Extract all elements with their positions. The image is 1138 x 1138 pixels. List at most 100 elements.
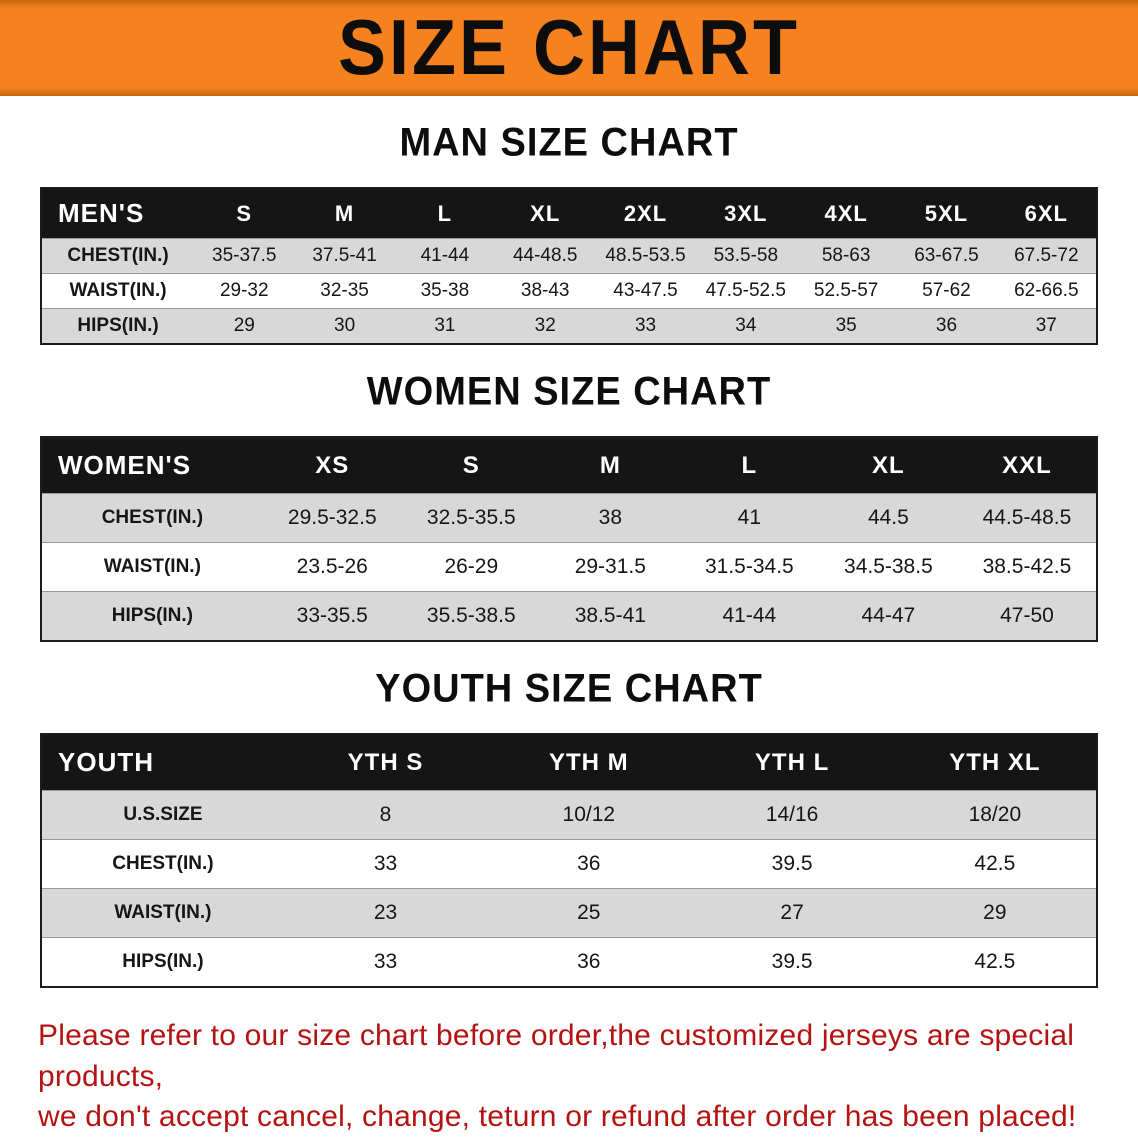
measurement-value-cell: 41-44	[679, 591, 819, 641]
measurement-value-cell: 63-67.5	[896, 238, 997, 274]
measurement-value-cell: 38.5-42.5	[957, 542, 1097, 592]
measurement-value-cell: 33	[283, 937, 488, 987]
title-banner: SIZE CHART	[0, 0, 1138, 96]
size-header-cell: XL	[495, 188, 596, 239]
row-label-cell: CHEST(IN.)	[41, 839, 284, 889]
page-title: SIZE CHART	[338, 4, 800, 92]
youth-size-section: YOUTH SIZE CHART YOUTH YTH S YTH M YTH L YTH…	[0, 667, 1138, 988]
measurement-value-cell: 37.5-41	[294, 238, 395, 274]
measurement-value-cell: 36	[487, 839, 691, 889]
measurement-value-cell: 42.5	[893, 937, 1097, 987]
measurement-value-cell: 36	[896, 308, 997, 344]
table-row: CHEST(IN.) 35-37.5 37.5-41 41-44 44-48.5 48.5…	[41, 238, 1097, 274]
table-header-row: YOUTH YTH S YTH M YTH L YTH XL	[41, 734, 1097, 791]
measurement-value-cell: 35	[795, 308, 897, 344]
measurement-value-cell: 29-32	[194, 273, 295, 309]
measurement-value-cell: 38.5-41	[540, 591, 680, 641]
measurement-value-cell: 47-50	[957, 591, 1097, 641]
measurement-value-cell: 41-44	[394, 238, 496, 274]
size-header-cell: S	[401, 437, 541, 494]
size-header-cell: S	[194, 188, 295, 239]
table-row: CHEST(IN.) 29.5-32.5 32.5-35.5 38 41 44.5 44.5…	[41, 493, 1097, 543]
men-size-table: MEN'S S M L XL 2XL 3XL 4XL 5XL 6XL CHEST(IN.) 35-37…	[40, 187, 1098, 345]
table-title-cell: YOUTH	[41, 734, 284, 791]
measurement-value-cell: 42.5	[893, 839, 1097, 889]
size-header-cell: YTH L	[690, 734, 894, 791]
measurement-value-cell: 39.5	[690, 839, 894, 889]
measurement-value-cell: 29	[893, 888, 1097, 938]
row-label-cell: HIPS(IN.)	[41, 591, 263, 641]
youth-size-table: YOUTH YTH S YTH M YTH L YTH XL U.S.SIZE 8 10/12…	[40, 733, 1098, 988]
table-title-cell: WOMEN'S	[41, 437, 263, 494]
size-header-cell: YTH M	[487, 734, 691, 791]
measurement-value-cell: 37	[996, 308, 1097, 344]
measurement-value-cell: 32	[495, 308, 596, 344]
measurement-value-cell: 23.5-26	[262, 542, 402, 592]
measurement-value-cell: 44-47	[818, 591, 958, 641]
row-label-cell: WAIST(IN.)	[41, 542, 263, 592]
measurement-value-cell: 32.5-35.5	[401, 493, 541, 543]
size-header-cell: 3XL	[695, 188, 796, 239]
disclaimer-line-2: we don't accept cancel, change, teturn o…	[38, 1100, 1077, 1133]
measurement-value-cell: 39.5	[690, 937, 894, 987]
measurement-value-cell: 35.5-38.5	[401, 591, 541, 641]
measurement-value-cell: 8	[283, 790, 488, 840]
row-label-cell: WAIST(IN.)	[41, 273, 195, 309]
measurement-value-cell: 36	[487, 937, 691, 987]
measurement-value-cell: 27	[690, 888, 894, 938]
size-header-cell: M	[294, 188, 395, 239]
measurement-value-cell: 44.5-48.5	[957, 493, 1097, 543]
size-header-cell: 6XL	[996, 188, 1097, 239]
measurement-value-cell: 23	[283, 888, 488, 938]
disclaimer-line-1: Please refer to our size chart before or…	[38, 1019, 1075, 1093]
measurement-value-cell: 33	[595, 308, 696, 344]
measurement-value-cell: 44.5	[818, 493, 958, 543]
measurement-value-cell: 35-38	[394, 273, 496, 309]
measurement-value-cell: 34.5-38.5	[818, 542, 958, 592]
size-header-cell: 4XL	[795, 188, 897, 239]
table-row: HIPS(IN.) 29 30 31 32 33 34 35 36 37	[41, 308, 1097, 344]
size-header-cell: L	[679, 437, 819, 494]
measurement-value-cell: 38	[540, 493, 680, 543]
measurement-value-cell: 18/20	[893, 790, 1097, 840]
measurement-value-cell: 58-63	[795, 238, 897, 274]
table-title-cell: MEN'S	[41, 188, 195, 239]
measurement-value-cell: 38-43	[495, 273, 596, 309]
table-row: CHEST(IN.) 33 36 39.5 42.5	[41, 839, 1097, 889]
measurement-value-cell: 31.5-34.5	[679, 542, 819, 592]
measurement-value-cell: 67.5-72	[996, 238, 1097, 274]
size-header-cell: M	[540, 437, 680, 494]
measurement-value-cell: 52.5-57	[795, 273, 897, 309]
measurement-value-cell: 62-66.5	[996, 273, 1097, 309]
size-header-cell: YTH XL	[893, 734, 1097, 791]
row-label-cell: CHEST(IN.)	[41, 493, 263, 543]
measurement-value-cell: 48.5-53.5	[595, 238, 696, 274]
measurement-value-cell: 43-47.5	[595, 273, 696, 309]
measurement-value-cell: 47.5-52.5	[695, 273, 796, 309]
measurement-value-cell: 14/16	[690, 790, 894, 840]
table-row: WAIST(IN.) 23 25 27 29	[41, 888, 1097, 938]
table-row: U.S.SIZE 8 10/12 14/16 18/20	[41, 790, 1097, 840]
size-header-cell: 2XL	[595, 188, 696, 239]
measurement-value-cell: 34	[695, 308, 796, 344]
measurement-value-cell: 29	[194, 308, 295, 344]
measurement-value-cell: 57-62	[896, 273, 997, 309]
men-section-heading: MAN SIZE CHART	[399, 120, 739, 166]
size-header-cell: XL	[818, 437, 958, 494]
measurement-value-cell: 29-31.5	[540, 542, 680, 592]
measurement-value-cell: 30	[294, 308, 395, 344]
table-header-row: MEN'S S M L XL 2XL 3XL 4XL 5XL 6XL	[41, 188, 1097, 239]
row-label-cell: HIPS(IN.)	[41, 937, 284, 987]
size-header-cell: 5XL	[896, 188, 997, 239]
measurement-value-cell: 29.5-32.5	[262, 493, 402, 543]
size-header-cell: YTH S	[283, 734, 488, 791]
table-row: HIPS(IN.) 33 36 39.5 42.5	[41, 937, 1097, 987]
row-label-cell: CHEST(IN.)	[41, 238, 195, 274]
measurement-value-cell: 10/12	[487, 790, 691, 840]
measurement-value-cell: 53.5-58	[695, 238, 796, 274]
measurement-value-cell: 41	[679, 493, 819, 543]
size-header-cell: L	[394, 188, 496, 239]
row-label-cell: U.S.SIZE	[41, 790, 284, 840]
men-size-section: MAN SIZE CHART MEN'S S M L XL 2XL 3XL 4XL 5XL 6XL…	[0, 120, 1138, 345]
footer-disclaimer: Please refer to our size chart before or…	[38, 1016, 1100, 1138]
